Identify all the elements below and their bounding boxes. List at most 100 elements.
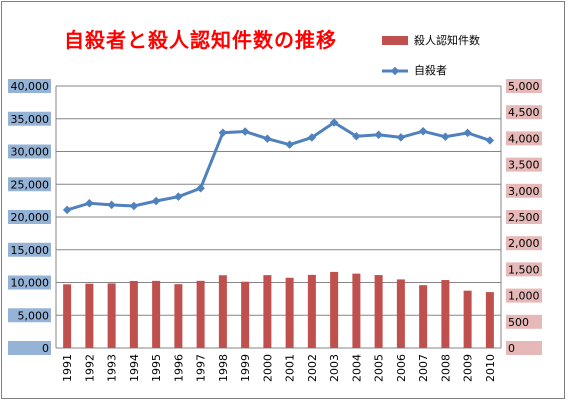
bar-murders (85, 283, 94, 348)
y-left-tick-bg (8, 242, 51, 257)
y-right-tick-bg (506, 131, 542, 146)
y-right-tick-label: 0 (508, 342, 515, 355)
y-right-tick-bg (506, 105, 542, 120)
y-left-tick-label: 20,000 (11, 211, 50, 224)
bar-murders (374, 275, 383, 348)
y-left-tick-bg (8, 341, 51, 355)
bar-murders (330, 271, 339, 348)
point-suicides (441, 132, 450, 142)
y-right-tick-label: 3,000 (508, 185, 540, 198)
y-right-tick-label: 2,000 (508, 237, 540, 250)
bar-murders (485, 292, 494, 348)
y-left-tick-label: 30,000 (11, 146, 50, 159)
y-right-tick-label: 4,000 (508, 132, 540, 145)
point-suicides (329, 118, 339, 127)
x-tick-label: 1999 (239, 354, 252, 382)
x-tick-label: 2007 (417, 354, 430, 382)
y-left-tick-bg (8, 111, 51, 126)
x-tick-label: 2002 (306, 354, 319, 382)
y-left-tick-label: 15,000 (11, 244, 50, 257)
point-suicides (307, 133, 317, 142)
x-tick-label: 1992 (83, 354, 96, 382)
point-suicides (374, 130, 383, 140)
y-right-tick-label: 4,500 (508, 106, 540, 119)
point-suicides (151, 196, 161, 206)
y-left-tick-bg (8, 308, 51, 323)
x-tick-label: 1994 (128, 354, 141, 382)
y-left-tick-bg (8, 144, 51, 159)
x-tick-label: 1998 (217, 354, 230, 382)
x-tick-label: 2006 (395, 354, 408, 382)
x-tick-label: 2004 (350, 354, 363, 382)
bar-murders (241, 281, 250, 348)
y-left-tick-label: 10,000 (11, 277, 50, 290)
y-right-tick-label: 2,500 (508, 211, 540, 224)
y-right-tick-bg (506, 341, 542, 355)
y-left-tick-label: 35,000 (11, 113, 50, 126)
point-suicides (107, 200, 116, 210)
point-suicides (263, 134, 272, 143)
bar-murders (441, 280, 450, 348)
y-left-tick-label: 25,000 (11, 178, 50, 191)
x-tick-label: 1993 (106, 354, 119, 382)
x-tick-label: 1996 (172, 354, 185, 382)
legend-swatch-line (382, 66, 408, 75)
y-right-tick-bg (506, 288, 542, 303)
point-suicides (352, 132, 361, 141)
bar-murders (396, 279, 405, 348)
x-tick-label: 2008 (439, 354, 452, 382)
chart-plot: 0 5,000 10,000 15,000 20,000 25,000 30,000 35,0… (8, 79, 542, 382)
point-suicides (218, 128, 228, 137)
bar-murders (107, 283, 116, 348)
y-left-tick-label: 5,000 (18, 309, 50, 322)
x-tick-label: 2010 (484, 354, 497, 382)
bar-murders (218, 275, 227, 348)
bar-murders (285, 277, 294, 348)
x-tick-label: 2001 (284, 354, 297, 382)
y-right-tick-bg (506, 262, 542, 277)
y-left-tick-label: 40,000 (11, 80, 50, 93)
legend-label-murders: 殺人認知件数 (414, 34, 480, 47)
point-suicides (129, 201, 139, 211)
x-tick-label: 1997 (195, 354, 208, 382)
x-tick-label: 2005 (373, 354, 386, 382)
point-suicides (174, 192, 183, 201)
y-right-tick-bg (506, 210, 542, 224)
y-left-tick-bg (8, 79, 51, 93)
x-tick-label: 2009 (462, 354, 475, 382)
legend-item-murders: 殺人認知件数 (382, 32, 480, 48)
point-suicides (485, 136, 495, 145)
legend-label-suicides: 自殺者 (414, 64, 447, 77)
x-tick-label: 2000 (261, 354, 274, 382)
point-suicides (463, 128, 472, 138)
point-suicides (418, 126, 428, 136)
y-right-tick-bg (506, 314, 542, 329)
line-suicides (66, 120, 491, 212)
bar-murders (63, 284, 72, 348)
bar-murders (463, 290, 472, 348)
y-left-tick-bg (8, 210, 51, 224)
bar-murders (152, 280, 161, 348)
point-suicides (285, 140, 294, 149)
y-right-tick-label: 5,000 (508, 80, 540, 93)
x-tick-label: 1995 (150, 354, 163, 382)
point-suicides (85, 198, 94, 208)
legend-swatch-bar (382, 35, 408, 45)
point-suicides (396, 133, 406, 142)
bar-murders (129, 280, 138, 348)
y-right-tick-bg (506, 236, 542, 251)
y-right-tick-label: 1,500 (508, 263, 540, 276)
bar-murders (352, 273, 361, 348)
x-tick-label: 2003 (328, 354, 341, 382)
y-right-tick-bg (506, 157, 542, 172)
y-right-tick-label: 500 (508, 316, 529, 329)
y-right-tick-bg (506, 79, 542, 93)
y-left-tick-bg (8, 275, 51, 290)
point-suicides (62, 205, 72, 215)
y-left-tick-bg (8, 177, 51, 192)
y-right-tick-bg (506, 183, 542, 198)
point-suicides (240, 127, 250, 136)
point-suicides (196, 183, 205, 193)
bar-murders (196, 280, 205, 348)
